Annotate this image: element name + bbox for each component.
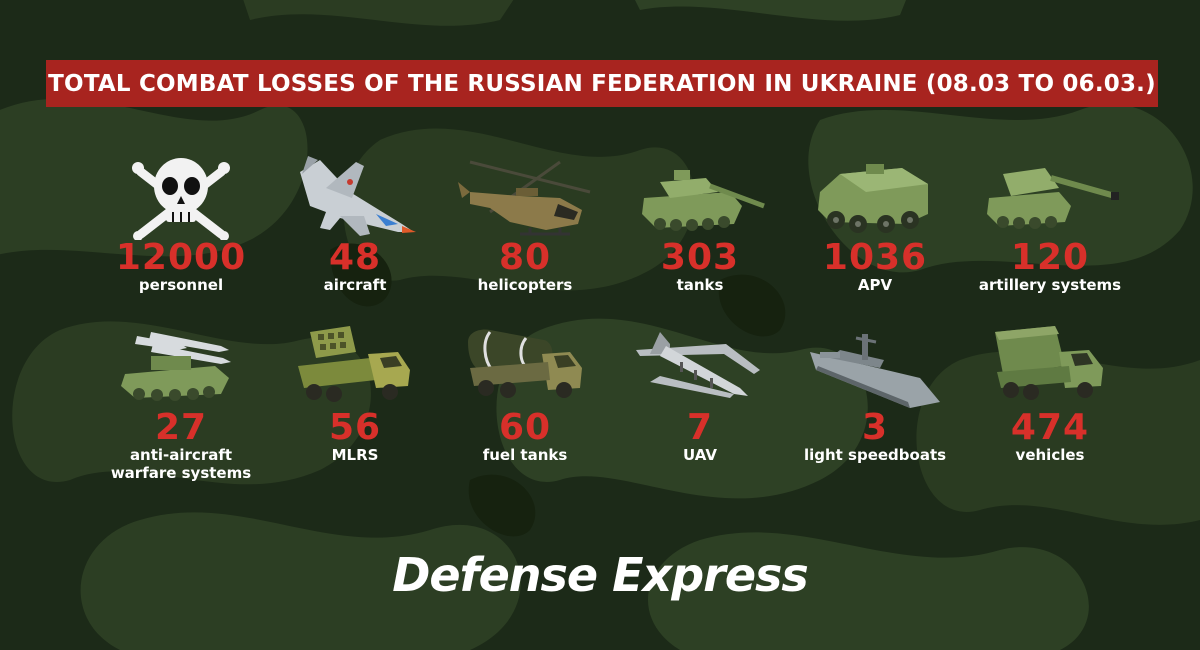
stat-uav: 7 UAV	[605, 322, 795, 464]
fighter-jet-icon	[300, 156, 416, 236]
stat-label: personnel	[138, 276, 224, 294]
stat-value: 56	[328, 407, 382, 448]
stat-label: UAV	[683, 446, 717, 464]
stat-value: 474	[1010, 407, 1090, 448]
fuel-truck-icon	[468, 329, 582, 398]
stat-label: APV	[857, 276, 893, 294]
stat-label: tanks	[676, 276, 724, 294]
stat-mlrs: 56 MLRS	[260, 322, 450, 464]
stat-anti-aircraft: 27 anti-aircraft warfare systems	[86, 322, 276, 482]
stat-value: 1036	[822, 237, 928, 278]
title-banner: TOTAL COMBAT LOSSES OF THE RUSSIAN FEDER…	[46, 60, 1158, 107]
stat-helicopters: 80 helicopters	[430, 152, 620, 294]
stat-value: 303	[660, 237, 740, 278]
stat-label: fuel tanks	[482, 446, 568, 464]
military-truck-icon	[995, 326, 1103, 400]
tank-icon	[642, 170, 765, 231]
stat-label: MLRS	[331, 446, 379, 464]
drone-icon	[636, 332, 760, 398]
mlrs-truck-icon	[298, 326, 410, 402]
missile-launcher-icon	[121, 332, 231, 401]
stat-value: 80	[498, 237, 552, 278]
stat-label: aircraft	[323, 276, 387, 294]
page-title: TOTAL COMBAT LOSSES OF THE RUSSIAN FEDER…	[48, 70, 1156, 97]
artillery-icon	[987, 168, 1119, 229]
skull-crossbones-icon	[132, 158, 230, 240]
stat-vehicles: 474 vehicles	[955, 322, 1145, 464]
stat-apv: 1036 APV	[780, 152, 970, 294]
stat-value: 12000	[115, 237, 247, 278]
stat-personnel: 12000 personnel	[86, 152, 276, 294]
stat-fuel-tanks: 60 fuel tanks	[430, 322, 620, 464]
stat-speedboats: 3 light speedboats	[780, 322, 970, 464]
stat-value: 27	[154, 407, 208, 448]
stat-value: 3	[861, 407, 889, 448]
stat-label: light speedboats	[803, 446, 947, 464]
stat-label: artillery systems	[978, 276, 1122, 294]
stat-tanks: 303 tanks	[605, 152, 795, 294]
stat-value: 48	[328, 237, 382, 278]
stat-artillery: 120 artillery systems	[955, 152, 1145, 294]
stat-label: anti-aircraft warfare systems	[110, 446, 252, 482]
warship-icon	[810, 334, 940, 408]
armored-vehicle-icon	[818, 164, 928, 233]
helicopter-icon	[458, 160, 591, 236]
brand-logo: Defense Express	[392, 548, 809, 602]
stat-value: 60	[498, 407, 552, 448]
stat-aircraft: 48 aircraft	[260, 152, 450, 294]
stat-value: 120	[1010, 237, 1090, 278]
stat-label: vehicles	[1015, 446, 1085, 464]
stat-label: helicopters	[477, 276, 573, 294]
stat-value: 7	[686, 407, 714, 448]
